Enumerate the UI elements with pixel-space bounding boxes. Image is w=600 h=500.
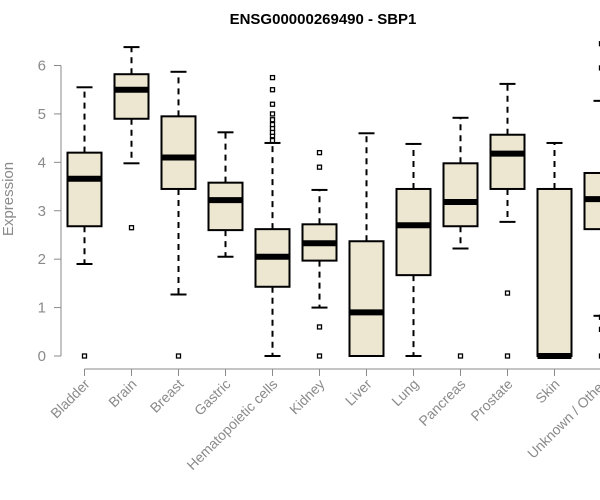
outlier-point — [269, 121, 276, 128]
outlier-point — [504, 290, 511, 296]
outlier-point — [316, 353, 323, 359]
box-gastric — [207, 131, 244, 258]
box-kidney — [301, 149, 338, 359]
x-tick-label: Kidney — [286, 376, 328, 418]
outlier-point — [269, 137, 276, 144]
x-tick-label: Bladder — [47, 376, 93, 422]
x-tick-label: Breast — [147, 376, 187, 416]
x-tick-label: Prostate — [467, 376, 515, 424]
outlier-point — [269, 117, 276, 123]
x-tick-label: Hematopoietic cells — [183, 376, 280, 473]
outlier-point — [269, 111, 276, 117]
outlier-point — [316, 149, 323, 156]
box-iqr — [395, 187, 432, 277]
outlier-point — [316, 324, 323, 330]
outlier-point — [269, 87, 276, 93]
box-brain — [113, 46, 150, 231]
box-bladder — [66, 86, 103, 359]
box-iqr — [489, 133, 526, 190]
y-tick-label: 4 — [38, 154, 46, 171]
box-prostate — [489, 82, 526, 359]
outlier-point — [504, 353, 511, 359]
x-tick-label: Pancreas — [415, 376, 468, 429]
box-liver — [348, 132, 385, 357]
x-tick-label: Gastric — [191, 376, 234, 419]
x-tick-label: Unknown / Other — [524, 376, 600, 462]
box-breast — [160, 70, 197, 359]
outlier-point — [81, 353, 88, 359]
box-skin — [536, 141, 573, 359]
y-tick-label: 1 — [38, 300, 46, 317]
y-tick-label: 0 — [38, 348, 46, 365]
outlier-point — [316, 164, 323, 170]
y-tick-label: 6 — [38, 58, 46, 75]
outlier-point — [457, 353, 464, 359]
box-unknown-other — [583, 41, 600, 359]
outlier-point — [269, 74, 276, 81]
x-tick-label: Brain — [105, 376, 139, 410]
box-iqr — [113, 73, 150, 120]
box-iqr — [442, 162, 479, 228]
y-axis-label: Expression — [0, 162, 17, 236]
outlier-point — [269, 101, 276, 107]
y-tick-label: 5 — [38, 106, 46, 123]
boxes-group — [66, 41, 600, 359]
box-iqr — [348, 240, 385, 357]
box-lung — [395, 142, 432, 357]
x-tick-label: Lung — [388, 376, 421, 409]
box-hematopoietic-cells — [254, 74, 291, 357]
x-tick-label: Skin — [532, 376, 563, 407]
x-tick-label: Liver — [342, 376, 375, 409]
chart-title: ENSG00000269490 - SBP1 — [230, 11, 417, 28]
y-tick-label: 3 — [38, 203, 46, 220]
outlier-point — [175, 353, 182, 359]
box-iqr — [160, 115, 197, 190]
y-tick-label: 2 — [38, 251, 46, 268]
box-iqr — [207, 181, 244, 232]
outlier-point — [128, 225, 135, 231]
box-pancreas — [442, 116, 479, 359]
box-iqr — [536, 187, 573, 357]
box-iqr — [66, 151, 103, 228]
